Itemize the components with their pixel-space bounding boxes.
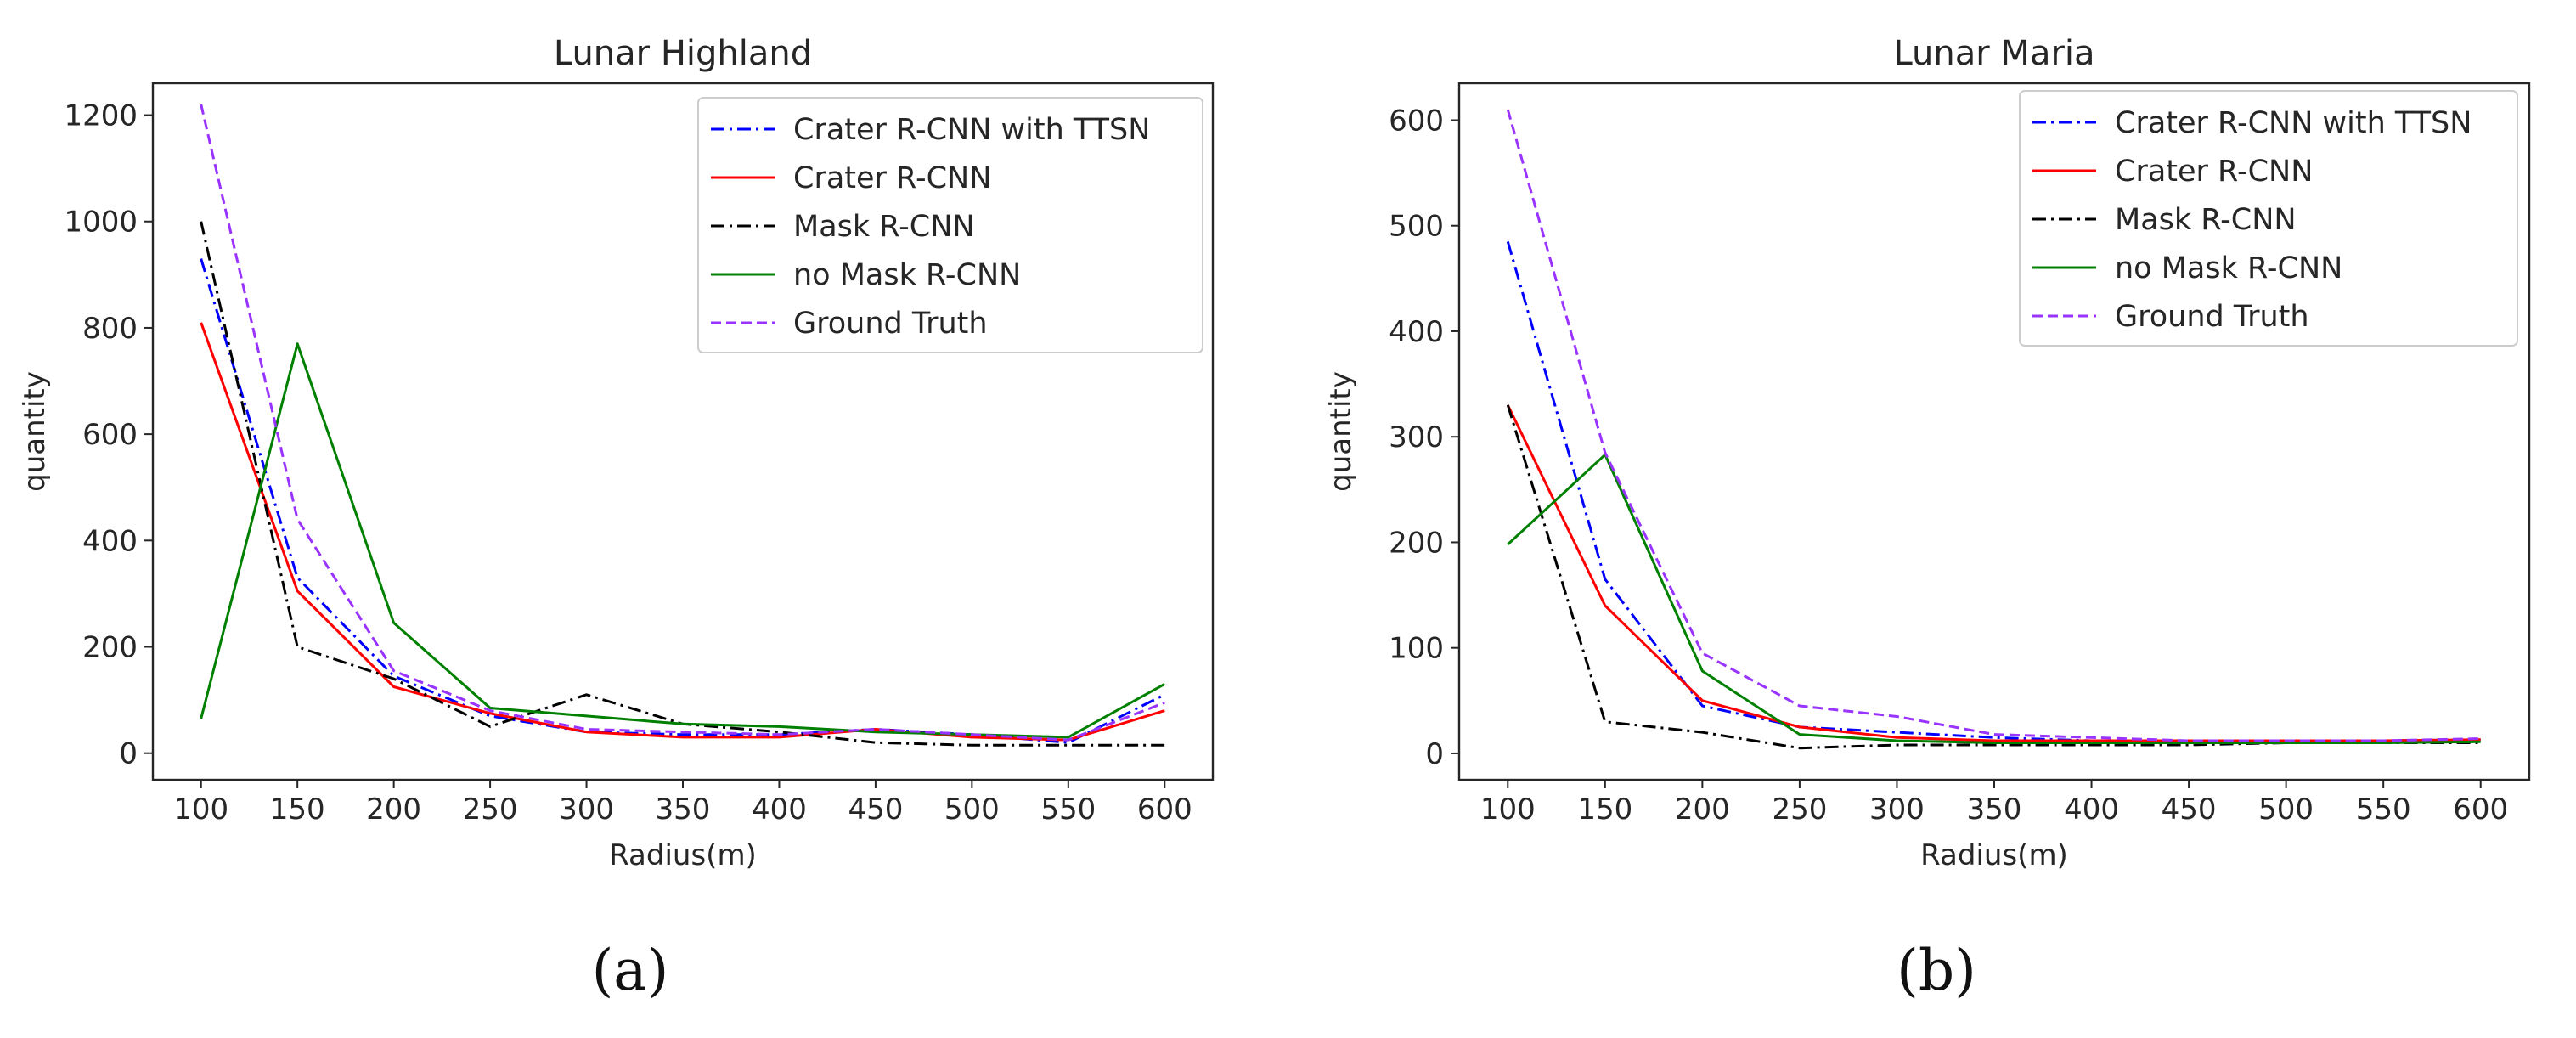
y-tick-label: 0 xyxy=(119,737,138,771)
x-tick-label: 350 xyxy=(656,793,711,826)
plot-frame xyxy=(151,82,1215,781)
y-tick-label: 400 xyxy=(82,524,138,558)
y-tick-label: 200 xyxy=(82,631,138,665)
legend-label: Crater R-CNN with TTSN xyxy=(793,113,1150,147)
chart-panel-highland: Lunar Highland Radius(m) quantity (a) 10… xyxy=(18,34,1215,1003)
subfigure-caption: (a) xyxy=(592,938,669,1003)
series-line xyxy=(1506,404,2481,742)
y-tick-label: 300 xyxy=(1389,420,1444,454)
chart-title: Lunar Highland xyxy=(554,34,812,73)
x-tick-label: 350 xyxy=(1967,793,2022,826)
x-tick-label: 500 xyxy=(2258,793,2314,826)
x-tick-label: 250 xyxy=(463,793,518,826)
y-tick-label: 800 xyxy=(82,312,138,346)
y-tick-label: 500 xyxy=(1389,210,1444,244)
legend-label: Crater R-CNN xyxy=(793,161,991,195)
y-axis-label: quantity xyxy=(1324,371,1358,492)
x-tick-label: 600 xyxy=(1137,793,1192,826)
series-line xyxy=(200,342,1166,739)
legend-box xyxy=(2019,90,2518,347)
legend-label: Ground Truth xyxy=(793,307,988,341)
x-tick-label: 250 xyxy=(1772,793,1827,826)
x-tick-label: 550 xyxy=(1040,793,1096,826)
y-tick-label: 0 xyxy=(1425,737,1444,771)
y-tick-label: 400 xyxy=(1389,315,1444,349)
x-axis-label: Radius(m) xyxy=(1920,838,2068,872)
subfigure-caption: (b) xyxy=(1897,938,1976,1003)
x-axis-label: Radius(m) xyxy=(609,838,757,872)
legend-label: Mask R-CNN xyxy=(2115,203,2297,237)
plot-frame xyxy=(1457,82,2531,781)
legend-label: Crater R-CNN with TTSN xyxy=(2115,106,2472,140)
y-tick-label: 1200 xyxy=(64,99,138,133)
x-tick-label: 550 xyxy=(2356,793,2411,826)
x-tick-label: 450 xyxy=(848,793,903,826)
y-tick-label: 1000 xyxy=(64,206,138,240)
y-tick-label: 600 xyxy=(82,418,138,452)
x-tick-label: 100 xyxy=(1480,793,1536,826)
x-tick-label: 300 xyxy=(559,793,614,826)
legend-label: no Mask R-CNN xyxy=(793,258,1021,292)
x-tick-label: 200 xyxy=(366,793,421,826)
legend-label: no Mask R-CNN xyxy=(2115,251,2342,285)
y-axis-label: quantity xyxy=(18,371,52,492)
x-tick-label: 150 xyxy=(270,793,325,826)
series-line xyxy=(200,104,1165,742)
series-line xyxy=(1507,453,2481,744)
series-line xyxy=(200,322,1165,742)
series-line xyxy=(1506,240,2481,742)
chart-panel-maria: Lunar Maria Radius(m) quantity (b) 100 15… xyxy=(1324,34,2531,1003)
x-tick-label: 450 xyxy=(2162,793,2217,826)
chart-title: Lunar Maria xyxy=(1893,34,2094,73)
legend-label: Mask R-CNN xyxy=(793,210,975,244)
legend-label: Ground Truth xyxy=(2115,300,2309,334)
legend-label: Crater R-CNN xyxy=(2115,155,2313,189)
y-tick-label: 600 xyxy=(1389,104,1444,138)
series-line xyxy=(1506,109,2481,742)
y-tick-label: 200 xyxy=(1389,526,1444,560)
legend-box xyxy=(697,97,1203,353)
y-tick-label: 100 xyxy=(1389,632,1444,666)
x-tick-label: 600 xyxy=(2453,793,2508,826)
x-tick-label: 300 xyxy=(1869,793,1925,826)
x-tick-label: 150 xyxy=(1577,793,1632,826)
x-tick-label: 200 xyxy=(1675,793,1730,826)
x-tick-label: 400 xyxy=(2064,793,2119,826)
series-line xyxy=(1506,404,2481,750)
x-tick-label: 100 xyxy=(173,793,228,826)
x-tick-label: 500 xyxy=(944,793,1000,826)
x-tick-label: 400 xyxy=(752,793,807,826)
